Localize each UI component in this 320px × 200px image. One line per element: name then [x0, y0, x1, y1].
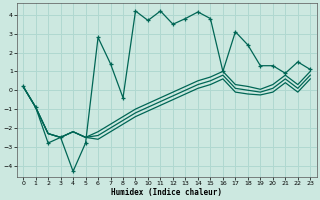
- X-axis label: Humidex (Indice chaleur): Humidex (Indice chaleur): [111, 188, 222, 197]
